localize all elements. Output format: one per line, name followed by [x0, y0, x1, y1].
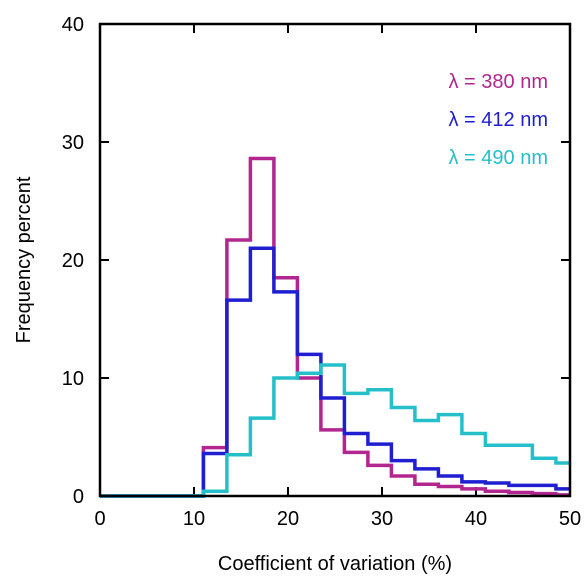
legend-item-490: λ = 490 nm	[448, 147, 548, 169]
legend-item-380: λ = 380 nm	[448, 71, 548, 93]
legend-item-412: λ = 412 nm	[448, 109, 548, 131]
series-line-0	[100, 156, 570, 498]
y-tick-label: 40	[62, 14, 84, 36]
y-tick-label: 10	[62, 368, 84, 390]
x-tick-label: 20	[277, 508, 299, 530]
x-tick-labels: 0 10 20 30 40 50	[94, 508, 581, 530]
x-tick-label: 0	[94, 508, 105, 530]
y-tick-labels: 0 10 20 30 40	[62, 14, 84, 508]
axis-ticks	[99, 23, 571, 497]
x-tick-label: 40	[465, 508, 487, 530]
y-tick-label: 30	[62, 132, 84, 154]
x-axis-label: Coefficient of variation (%)	[218, 553, 452, 575]
y-tick-label: 0	[73, 486, 84, 508]
series-line-1	[100, 246, 570, 498]
y-axis-label: Frequency percent	[13, 176, 35, 343]
x-tick-label: 30	[371, 508, 393, 530]
series-layer	[100, 156, 570, 498]
series-line-2	[100, 363, 570, 498]
y-tick-label: 20	[62, 250, 84, 272]
x-tick-label: 10	[183, 508, 205, 530]
x-tick-label: 50	[559, 508, 581, 530]
plot-frame	[98, 22, 572, 498]
legend: λ = 380 nm λ = 412 nm λ = 490 nm	[448, 71, 548, 169]
